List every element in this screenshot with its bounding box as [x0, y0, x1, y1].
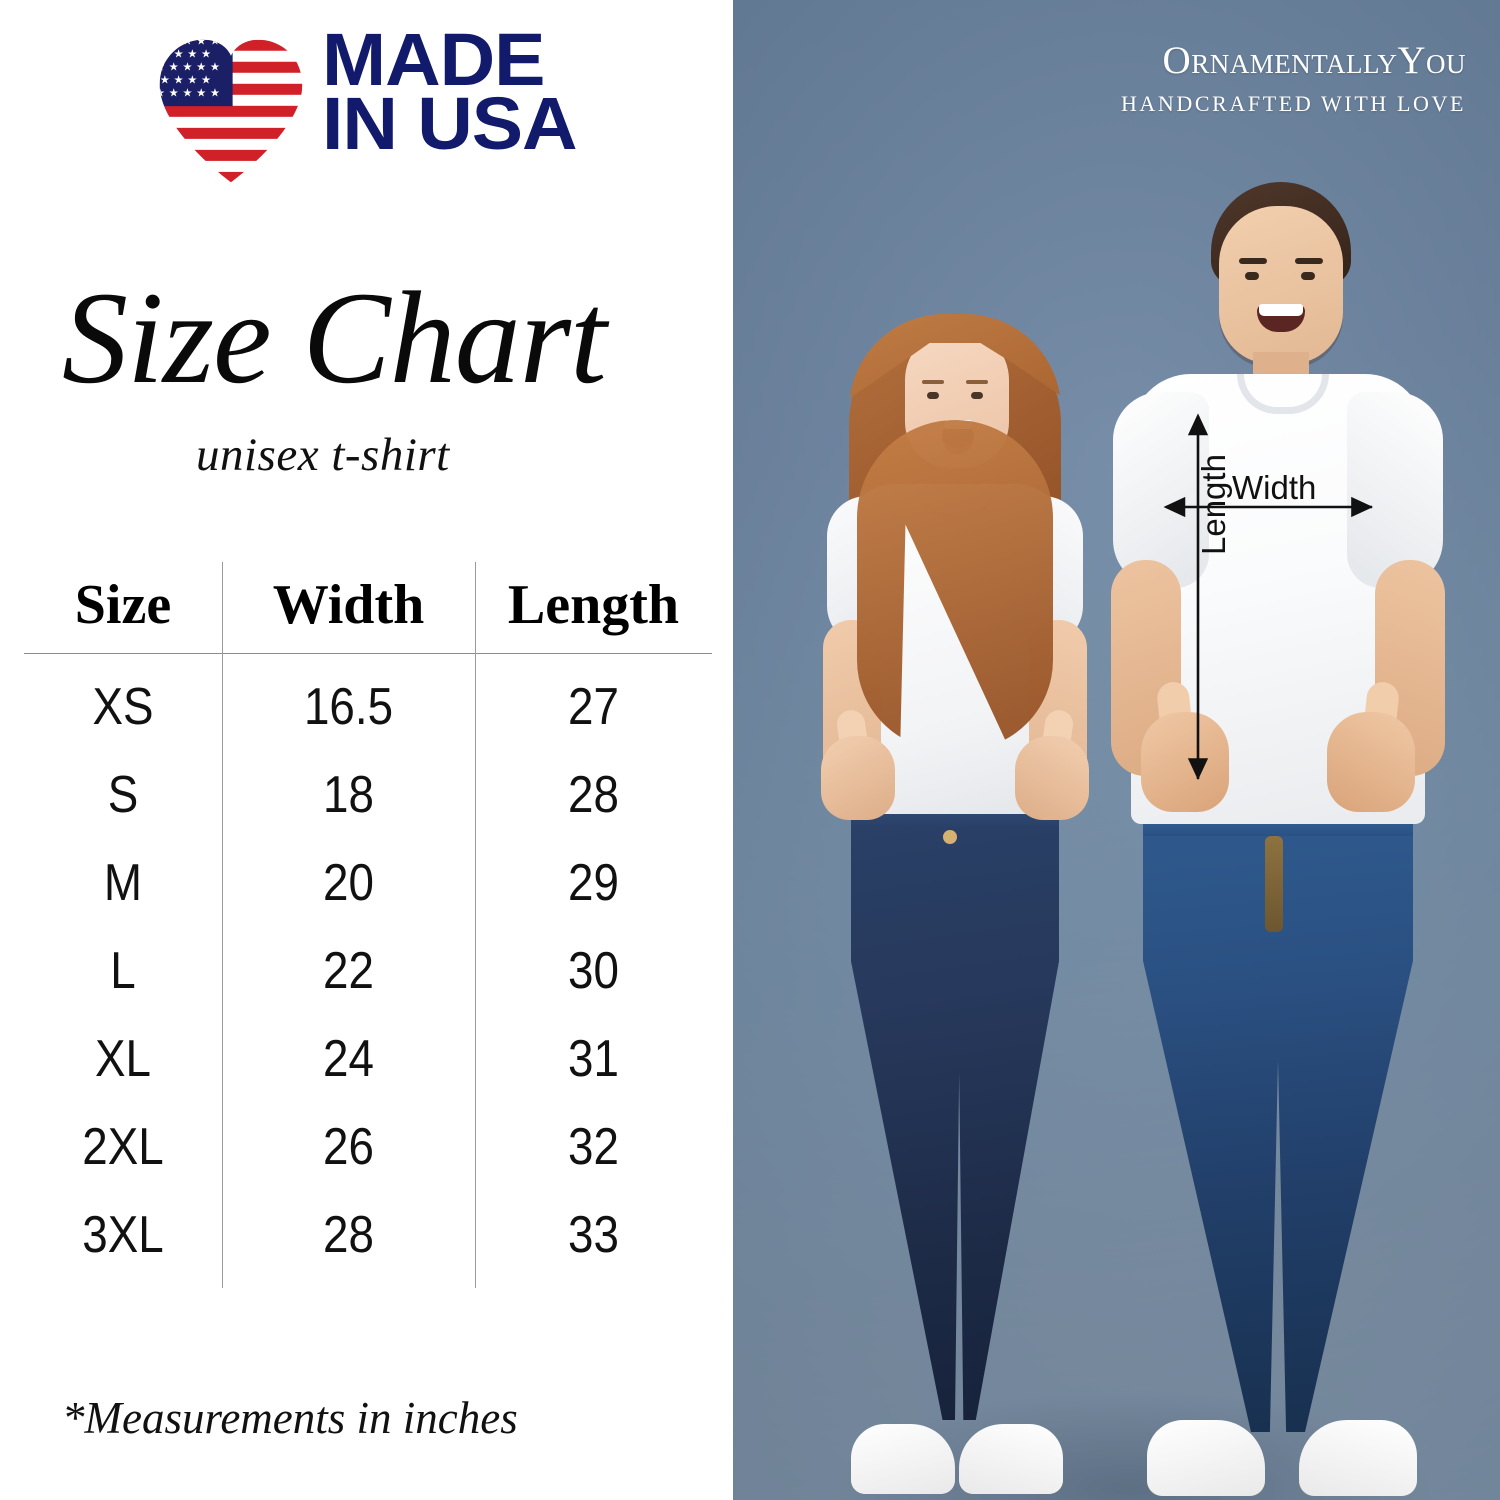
cell-size: M: [103, 854, 143, 912]
column-divider-1: [222, 562, 223, 1288]
cell-width: 24: [323, 1030, 374, 1088]
eye-right: [971, 392, 983, 399]
brand-name: OrnamentallyYou: [1162, 39, 1466, 82]
sneaker-right: [1299, 1420, 1417, 1496]
brand-logo: OrnamentallyYou HANDCRAFTED WITH LOVE: [1121, 38, 1466, 117]
cell-length: 33: [568, 1206, 619, 1264]
column-header-length: Length: [507, 574, 680, 636]
eye-left: [1245, 272, 1259, 280]
eyebrow-right: [966, 380, 988, 384]
model-male: [1111, 160, 1445, 1500]
eye-right: [1301, 272, 1315, 280]
cell-width: 18: [323, 766, 374, 824]
badge-line-2: IN USA: [322, 81, 578, 165]
width-label: Width: [1232, 469, 1317, 506]
svg-text:★ ★ ★ ★: ★ ★ ★ ★: [160, 47, 211, 61]
teeth: [1259, 304, 1303, 316]
fist-right: [1327, 712, 1415, 812]
svg-text:★ ★ ★ ★: ★ ★ ★ ★: [160, 72, 211, 86]
face: [1219, 206, 1343, 364]
table-row: 3XL 28 33: [24, 1191, 712, 1279]
cell-length: 30: [568, 942, 619, 1000]
cell-size: 3XL: [82, 1206, 164, 1264]
table-row: S 18 28: [24, 751, 712, 839]
cell-length: 28: [568, 766, 619, 824]
eye-left: [927, 392, 939, 399]
model-female: [821, 270, 1089, 1500]
cell-width: 20: [323, 854, 374, 912]
column-header-width: Width: [272, 574, 425, 636]
cell-width: 16.5: [303, 678, 394, 736]
page-subtitle: unisex t-shirt: [196, 429, 450, 481]
sneaker-left: [1147, 1420, 1265, 1496]
cell-width: 26: [323, 1118, 374, 1176]
page-title: Size Chart: [62, 264, 607, 411]
jeans-fly: [1265, 836, 1283, 932]
fist-right: [1015, 736, 1089, 820]
table-row: M 20 29: [24, 839, 712, 927]
fist-left: [1141, 712, 1229, 812]
product-photo: OrnamentallyYou HANDCRAFTED WITH LOVE: [733, 0, 1500, 1500]
table-header-row: Size Width Length: [24, 558, 712, 653]
usa-heart-flag-icon: ★ ★ ★ ★ ★ ★ ★ ★ ★ ★ ★ ★ ★ ★ ★ ★ ★ ★ ★ ★ …: [155, 34, 303, 183]
made-in-usa-text: MADE IN USA: [322, 23, 582, 160]
sneaker-left: [851, 1424, 955, 1494]
length-label: Length: [1195, 454, 1232, 555]
info-panel: ★ ★ ★ ★ ★ ★ ★ ★ ★ ★ ★ ★ ★ ★ ★ ★ ★ ★ ★ ★ …: [0, 0, 733, 1500]
svg-text:★ ★ ★ ★ ★: ★ ★ ★ ★ ★: [155, 34, 220, 48]
made-in-usa-badge: ★ ★ ★ ★ ★ ★ ★ ★ ★ ★ ★ ★ ★ ★ ★ ★ ★ ★ ★ ★ …: [150, 23, 582, 198]
column-divider-2: [475, 562, 476, 1288]
badge-line-1: MADE: [322, 18, 545, 101]
size-table: Size Width Length XS 16.5 27 S 18 28 M 2…: [24, 558, 712, 1298]
cell-length: 29: [568, 854, 619, 912]
cell-size: XS: [92, 678, 154, 736]
cell-width: 28: [323, 1206, 374, 1264]
eyebrow-left: [922, 380, 944, 384]
table-row: XL 24 31: [24, 1015, 712, 1103]
fist-left: [821, 736, 895, 820]
cell-size: L: [110, 942, 136, 1000]
cell-size: S: [107, 766, 139, 824]
cell-length: 31: [568, 1030, 619, 1088]
jeans: [851, 800, 1059, 1420]
eyebrow-right: [1295, 258, 1323, 264]
eyebrow-left: [1239, 258, 1267, 264]
brand-tagline: HANDCRAFTED WITH LOVE: [1120, 91, 1466, 116]
cell-size: XL: [95, 1030, 151, 1088]
header-divider: [24, 653, 712, 654]
cell-width: 22: [323, 942, 374, 1000]
svg-text:★ ★ ★ ★ ★: ★ ★ ★ ★ ★: [155, 60, 220, 74]
table-row: XS 16.5 27: [24, 663, 712, 751]
column-header-size: Size: [74, 574, 172, 636]
jeans-button: [943, 830, 957, 844]
cell-length: 27: [568, 678, 619, 736]
measurements-footnote: *Measurements in inches: [62, 1393, 518, 1443]
sleeve-right: [1347, 392, 1443, 588]
table-row: L 22 30: [24, 927, 712, 1015]
sneaker-right: [959, 1424, 1063, 1494]
table-row: 2XL 26 32: [24, 1103, 712, 1191]
cell-length: 32: [568, 1118, 619, 1176]
cell-size: 2XL: [82, 1118, 164, 1176]
svg-text:★ ★ ★ ★ ★: ★ ★ ★ ★ ★: [155, 85, 220, 99]
